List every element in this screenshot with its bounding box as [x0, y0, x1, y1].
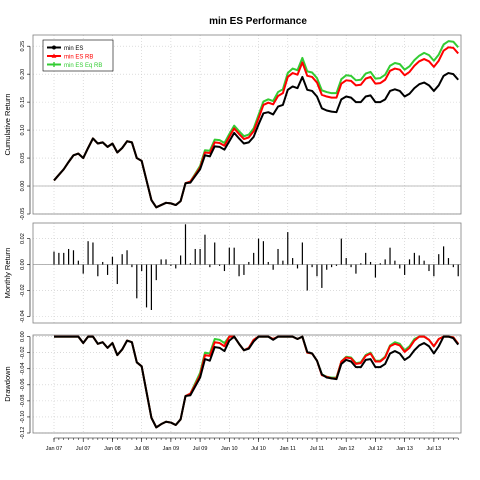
- y-tick-label: 0.20: [20, 69, 26, 80]
- drawdown-y-axis-title: Drawdown: [3, 366, 12, 401]
- y-tick-label: 0.10: [20, 125, 26, 136]
- x-tick-label: Jul 13: [427, 446, 442, 452]
- drawdown-series-group: [54, 335, 460, 429]
- y-tick-label: -0.04: [20, 310, 26, 323]
- drawdown-grid: [33, 335, 461, 434]
- x-tick-label: Jul 12: [368, 446, 383, 452]
- legend-marker-min-es-eq-rb: [51, 62, 57, 67]
- monthly-plot-frame: [32, 222, 462, 324]
- y-tick-label: 0.15: [20, 97, 26, 108]
- x-tick-label: Jan 08: [104, 446, 121, 452]
- y-tick-label: 0.25: [20, 41, 26, 52]
- chart-title: min ES Performance: [209, 16, 307, 27]
- x-tick-label: Jul 08: [134, 446, 149, 452]
- cumulative-y-axis-title: Cumulative Return: [3, 93, 12, 155]
- legend-entry-min-es: min ES: [47, 45, 83, 52]
- cumulative-line-min-es-rb: [53, 46, 459, 209]
- monthly-grid: [33, 223, 461, 323]
- legend-label-min-es-rb: min ES RB: [64, 55, 93, 61]
- x-tick-label: Jan 10: [221, 446, 238, 452]
- x-tick-label: Jan 07: [46, 446, 63, 452]
- y-tick-label: 0.05: [20, 153, 26, 164]
- y-tick-label: 0.00: [20, 181, 26, 192]
- x-tick-label: Jan 13: [396, 446, 413, 452]
- x-tick-label: Jul 11: [310, 446, 324, 452]
- y-tick-label: 0.02: [20, 233, 26, 244]
- drawdown-panel: -0.12 -0.10 -0.08 -0.06 -0.04 -0.02 0.00 Drawd…: [3, 331, 462, 440]
- cumulative-series-group: [53, 40, 459, 209]
- y-tick-label: 0.00: [20, 259, 26, 270]
- y-tick-label: -0.10: [20, 411, 26, 424]
- monthly-bars-group: [53, 224, 459, 311]
- drawdown-plot-frame: [32, 334, 462, 434]
- legend-marker-min-es-rb: [51, 53, 57, 58]
- x-tick-label: Jul 07: [76, 446, 91, 452]
- legend-label-min-es-eq-rb: min ES Eq RB: [64, 63, 102, 69]
- y-tick-label: 0.00: [20, 331, 26, 342]
- x-tick-label: Jul 10: [251, 446, 266, 452]
- y-tick-label: -0.05: [20, 208, 26, 221]
- x-axis: Jan 07 Jul 07 Jan 08 Jul 08 Jan 09 Jul 09 Jan …: [46, 437, 459, 452]
- legend-entry-min-es-rb: min ES RB: [47, 53, 93, 61]
- monthly-y-axis: -0.04 -0.02 0.00 0.02: [20, 233, 31, 323]
- y-tick-label: -0.02: [20, 284, 26, 297]
- drawdown-line-min-es: [54, 335, 460, 429]
- cumulative-line-min-es: [53, 72, 459, 209]
- drawdown-y-axis: -0.12 -0.10 -0.08 -0.06 -0.04 -0.02 0.00: [20, 331, 31, 440]
- x-tick-label: Jan 09: [163, 446, 180, 452]
- x-tick-label: Jan 11: [280, 446, 296, 452]
- y-tick-label: -0.08: [20, 395, 26, 408]
- monthly-return-panel: -0.04 -0.02 0.00 0.02 Monthly Return: [3, 222, 462, 324]
- monthly-y-axis-title: Monthly Return: [3, 248, 12, 299]
- y-tick-label: -0.02: [20, 346, 26, 359]
- x-tick-label: Jan 12: [338, 446, 355, 452]
- legend: min ES min ES RB min ES Eq RB: [42, 39, 114, 72]
- legend-label-min-es: min ES: [64, 46, 83, 52]
- legend-marker-min-es: [52, 45, 56, 50]
- cumulative-plot-frame: [32, 34, 462, 215]
- cumulative-return-panel: -0.05 0.00 0.05 0.10 0.15 0.20 0.25 Cumulative…: [3, 34, 462, 221]
- legend-entry-min-es-eq-rb: min ES Eq RB: [47, 62, 102, 69]
- y-tick-label: -0.04: [20, 362, 26, 375]
- cumulative-y-axis: -0.05 0.00 0.05 0.10 0.15 0.20 0.25: [20, 41, 31, 221]
- y-tick-label: -0.12: [20, 427, 26, 440]
- x-tick-label: Jul 09: [193, 446, 208, 452]
- y-tick-label: -0.06: [20, 379, 26, 392]
